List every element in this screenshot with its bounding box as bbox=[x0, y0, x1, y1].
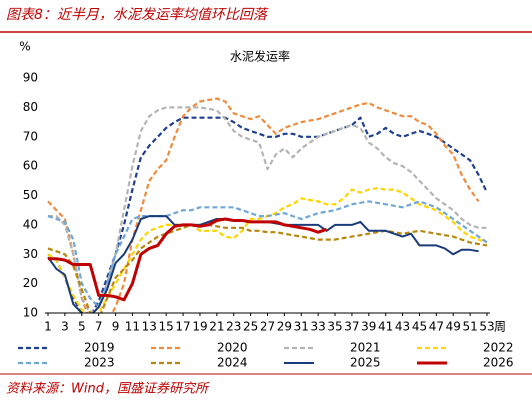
source: 资料来源：Wind，国盛证券研究所 bbox=[6, 381, 210, 397]
y-tick-label: 80 bbox=[23, 100, 38, 114]
x-tick-label: 47 bbox=[429, 320, 444, 334]
x-tick-label: 11 bbox=[125, 320, 140, 334]
legend-label: 2021 bbox=[350, 341, 381, 355]
x-tick-label: 9 bbox=[112, 320, 120, 334]
plot-area bbox=[47, 97, 488, 313]
x-tick-label: 33 bbox=[311, 320, 326, 334]
legend-label: 2022 bbox=[483, 341, 514, 355]
legend-label: 2025 bbox=[350, 356, 381, 370]
x-tick-label: 13 bbox=[142, 320, 157, 334]
y-tick-label: 90 bbox=[23, 71, 38, 85]
x-tick-label: 3 bbox=[61, 320, 69, 334]
x-tick-label: 5 bbox=[78, 320, 86, 334]
legend-label: 2026 bbox=[483, 356, 514, 370]
y-tick-label: 70 bbox=[23, 129, 38, 143]
y-tick-label: 40 bbox=[23, 217, 38, 231]
x-tick-label: 37 bbox=[344, 320, 359, 334]
y-unit: % bbox=[19, 40, 30, 54]
x-tick-label: 17 bbox=[175, 320, 190, 334]
y-tick-label: 50 bbox=[23, 188, 38, 202]
y-tick-label: 20 bbox=[23, 276, 38, 290]
y-tick-label: 30 bbox=[23, 247, 38, 261]
page-title: 图表8：近半月，水泥发运率均值环比回落 bbox=[6, 7, 269, 23]
y-tick-label: 60 bbox=[23, 159, 38, 173]
x-tick-label: 51 bbox=[462, 320, 477, 334]
x-tick-label: 41 bbox=[378, 320, 393, 334]
x-tick-label: 1 bbox=[44, 320, 52, 334]
x-tick-label: 45 bbox=[412, 320, 427, 334]
x-tick-label: 21 bbox=[209, 320, 224, 334]
x-tick-label: 31 bbox=[294, 320, 309, 334]
x-tick-label: 19 bbox=[192, 320, 207, 334]
y-tick-label: 10 bbox=[23, 306, 38, 320]
legend-label: 2023 bbox=[84, 356, 115, 370]
x-tick-label: 53 bbox=[479, 320, 494, 334]
series-line bbox=[47, 200, 488, 309]
x-tick-label: 7 bbox=[95, 320, 103, 334]
series-line bbox=[47, 116, 488, 313]
legend-label: 2019 bbox=[84, 341, 115, 355]
x-axis-label: 周 bbox=[494, 320, 506, 334]
x-tick-label: 49 bbox=[446, 320, 461, 334]
x-tick-label: 35 bbox=[327, 320, 342, 334]
x-tick-label: 27 bbox=[260, 320, 275, 334]
legend-label: 2020 bbox=[217, 341, 248, 355]
series-line bbox=[48, 106, 487, 313]
series-line bbox=[48, 217, 328, 302]
chart-title: 水泥发运率 bbox=[230, 49, 290, 64]
x-tick-label: 15 bbox=[159, 320, 174, 334]
x-tick-label: 39 bbox=[361, 320, 376, 334]
x-tick-label: 25 bbox=[243, 320, 258, 334]
series-line bbox=[47, 223, 488, 313]
x-tick-label: 43 bbox=[395, 320, 410, 334]
series-line bbox=[47, 97, 480, 313]
x-tick-label: 23 bbox=[226, 320, 241, 334]
legend-label: 2024 bbox=[217, 356, 248, 370]
x-tick-label: 29 bbox=[277, 320, 292, 334]
